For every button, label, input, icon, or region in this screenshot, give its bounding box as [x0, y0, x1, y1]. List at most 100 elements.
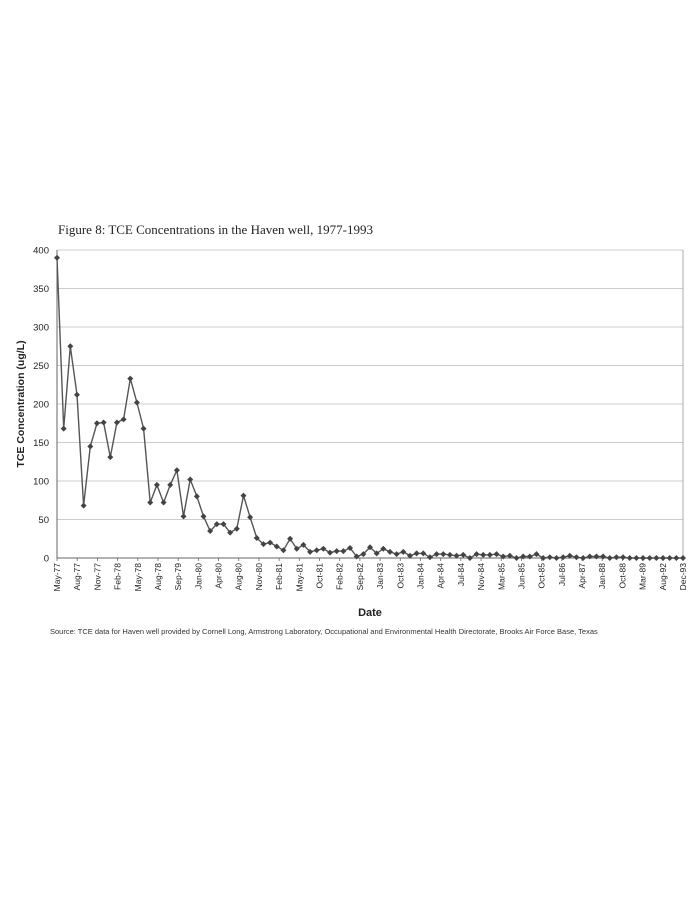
y-tick-label: 250 — [33, 361, 49, 372]
y-tick-labels: 0 50 100 150 200 250 300 350 400 — [33, 246, 49, 565]
x-tick-label: Nov-77 — [92, 563, 102, 591]
data-point — [680, 555, 686, 561]
series-line — [56, 257, 683, 559]
data-point — [466, 555, 473, 561]
data-point — [360, 551, 367, 558]
data-point — [426, 554, 433, 561]
data-point — [340, 548, 347, 555]
data-point — [260, 541, 267, 548]
data-point — [67, 343, 74, 350]
data-point — [493, 551, 500, 558]
data-point — [553, 555, 560, 561]
data-point — [293, 545, 300, 552]
data-point — [313, 547, 320, 554]
x-tick-label: May-77 — [52, 563, 62, 592]
data-point — [513, 555, 520, 561]
x-tick-label: Dec-93 — [678, 563, 688, 591]
data-point — [347, 544, 354, 551]
x-tick-label: Aug-92 — [658, 563, 668, 591]
data-point — [207, 528, 214, 535]
data-point — [120, 416, 127, 423]
data-point — [546, 554, 553, 561]
y-tick-label: 350 — [33, 284, 49, 295]
y-tick-label: 100 — [33, 477, 49, 488]
x-tick-label: Oct-83 — [395, 563, 405, 589]
x-tick-label: Oct-81 — [315, 563, 325, 589]
x-tick-label: Apr-84 — [436, 563, 446, 589]
data-point — [367, 544, 373, 551]
data-point — [446, 551, 453, 558]
x-tick-label: Aug-78 — [153, 563, 163, 591]
data-point — [666, 555, 673, 561]
data-point — [253, 534, 260, 541]
tce-line-chart: 0 50 100 150 200 250 300 350 400 May-77 Aug-77 Nov… — [15, 246, 688, 619]
data-point — [180, 513, 187, 520]
data-point — [533, 551, 540, 558]
data-point — [327, 549, 334, 556]
data-point — [320, 545, 327, 552]
data-point — [506, 552, 513, 559]
data-point — [54, 254, 60, 261]
y-tick-label: 400 — [33, 246, 49, 257]
data-point — [353, 553, 360, 560]
data-point — [460, 551, 467, 558]
data-point — [620, 554, 627, 561]
data-point — [140, 425, 147, 432]
data-point — [586, 553, 593, 560]
data-point — [107, 454, 114, 461]
y-axis-label: TCE Concentration (ug/L) — [15, 340, 27, 467]
data-point — [660, 555, 667, 561]
x-tick-label: Jan-88 — [597, 563, 607, 589]
data-point — [160, 499, 167, 506]
x-tick-label: Feb-78 — [113, 563, 123, 590]
data-point — [406, 552, 413, 559]
data-point — [673, 555, 680, 561]
data-point — [220, 521, 227, 528]
y-tick-label: 300 — [33, 323, 49, 334]
x-tick-label: May-81 — [294, 563, 304, 592]
data-point — [233, 525, 240, 532]
data-point — [540, 555, 547, 561]
x-tick-label: Apr-80 — [214, 563, 224, 589]
data-point — [133, 399, 140, 406]
data-point — [500, 553, 507, 560]
x-tick-label: Jun-85 — [516, 563, 526, 589]
data-point — [373, 550, 380, 557]
data-point — [433, 551, 440, 558]
x-tick-label: Mar-89 — [638, 563, 648, 590]
x-tick-label: Nov-80 — [254, 563, 264, 591]
y-tick-label: 0 — [44, 554, 49, 565]
data-point — [173, 467, 180, 474]
data-point — [333, 548, 340, 555]
data-point — [193, 493, 200, 500]
x-tick-label: Jan-83 — [375, 563, 385, 589]
data-point — [560, 554, 567, 561]
x-tick-label: Jul-86 — [557, 563, 567, 586]
data-point — [100, 419, 107, 426]
source-note: Source: TCE data for Haven well provided… — [50, 627, 598, 636]
data-point — [147, 499, 154, 506]
data-point — [600, 553, 607, 560]
x-tick-label: Aug-80 — [234, 563, 244, 591]
data-point — [240, 492, 247, 499]
x-tick-label: Aug-77 — [72, 563, 82, 591]
data-point — [93, 420, 100, 427]
x-tick-label: Feb-82 — [335, 563, 345, 590]
y-tick-label: 200 — [33, 400, 49, 411]
data-markers — [54, 254, 686, 561]
x-axis-label: Date — [358, 607, 382, 618]
data-point — [307, 548, 314, 555]
data-point — [380, 545, 387, 552]
x-tick-label: Sep-79 — [173, 563, 183, 591]
data-point — [566, 552, 573, 559]
x-tick-label: Feb-81 — [274, 563, 284, 590]
x-tick-label: Jan-84 — [415, 563, 425, 589]
data-point — [480, 551, 487, 558]
data-point — [213, 521, 220, 528]
x-tick-label: May-78 — [133, 563, 143, 592]
data-point — [640, 555, 647, 561]
x-tick-label: Oct-88 — [617, 563, 627, 589]
data-point — [273, 543, 280, 550]
data-point — [73, 391, 80, 398]
data-point — [153, 481, 160, 488]
